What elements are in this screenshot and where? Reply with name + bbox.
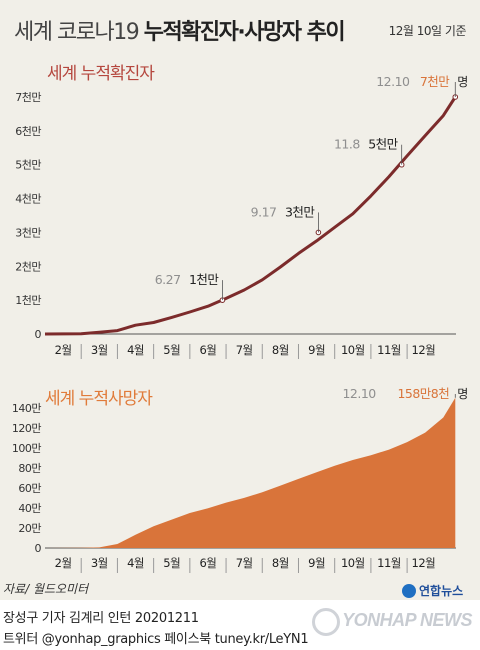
x-tick-label: 3월 bbox=[91, 343, 108, 357]
x-tick-label: 8월 bbox=[272, 343, 289, 357]
y-tick-label: 120만 bbox=[12, 422, 41, 435]
x-tick-label: 2월 bbox=[55, 343, 72, 357]
x-tick-label: 8월 bbox=[272, 556, 289, 570]
annotation-date: 11.8 bbox=[334, 137, 360, 152]
y-tick-label: 6천만 bbox=[15, 124, 41, 138]
x-tick-label: 6월 bbox=[199, 556, 216, 570]
credit-line-1: 장성구 기자 김계리 인턴 20201211 bbox=[3, 611, 199, 626]
annotation-value: 5천만 bbox=[368, 137, 398, 152]
y-tick-label: 100만 bbox=[12, 442, 41, 455]
chart-0: 세계 누적확진자 0 1천만 2천만 3천만 4천만 5천만 6천만 7천만 2월 3월 4월 5월 6월… bbox=[15, 64, 468, 359]
x-tick-label: 5월 bbox=[163, 556, 180, 570]
x-tick-label: 9월 bbox=[308, 556, 325, 570]
x-tick-label: 12월 bbox=[412, 556, 436, 570]
annotation-value: 158만8천 bbox=[397, 386, 449, 401]
y-tick-label: 140만 bbox=[12, 402, 41, 415]
annotation-date: 12.10 bbox=[342, 386, 376, 401]
x-tick-label: 4월 bbox=[127, 343, 144, 357]
y-tick-label: 1천만 bbox=[15, 293, 41, 307]
x-tick-label: 5월 bbox=[163, 343, 180, 357]
x-tick-label: 9월 bbox=[308, 343, 325, 357]
y-tick-label: 7천만 bbox=[15, 90, 41, 104]
x-tick-label: 11월 bbox=[377, 343, 401, 357]
title-prefix: 세계 코로나19 bbox=[14, 20, 140, 45]
deaths-area bbox=[45, 397, 456, 548]
x-tick-label: 12월 bbox=[412, 343, 436, 357]
yonhap-logo-text: 연합뉴스 bbox=[419, 584, 464, 598]
annotation-unit: 명 bbox=[457, 75, 468, 89]
y-tick-label: 80만 bbox=[18, 462, 41, 475]
annotation-value: 3천만 bbox=[285, 204, 315, 219]
charts-canvas: 세계 누적확진자 0 1천만 2천만 3천만 4천만 5천만 6천만 7천만 2월 3월 4월 5월 6월… bbox=[12, 64, 468, 573]
cases-line bbox=[44, 96, 457, 336]
x-tick-label: 2월 bbox=[55, 556, 72, 570]
title-main: 누적확진자·사망자 추이 bbox=[143, 20, 346, 45]
source-note: 자료/ 월드오미터 bbox=[3, 582, 89, 596]
x-tick-label: 10월 bbox=[341, 556, 365, 570]
footer: 장성구 기자 김계리 인턴 20201211 트위터 @yonhap_graph… bbox=[0, 600, 480, 650]
yonhap-globe-icon bbox=[402, 583, 416, 598]
x-tick-label: 3월 bbox=[91, 556, 108, 570]
y-tick-label: 2천만 bbox=[15, 259, 41, 273]
y-tick-label: 40만 bbox=[18, 502, 41, 515]
panel-title: 세계 누적확진자 bbox=[47, 64, 155, 84]
y-tick-label: 60만 bbox=[18, 482, 41, 495]
x-tick-label: 11월 bbox=[377, 556, 401, 570]
yonhap-logo-small: 연합뉴스 bbox=[402, 582, 463, 599]
annotation-value: 1천만 bbox=[189, 272, 219, 287]
chart-title: 세계 코로나19 누적확진자·사망자 추이 bbox=[14, 14, 346, 46]
y-tick-label: 4천만 bbox=[15, 192, 41, 206]
annotation-unit: 명 bbox=[457, 387, 468, 401]
x-tick-label: 7월 bbox=[236, 343, 253, 357]
annotation-date: 6.27 bbox=[155, 272, 181, 287]
y-tick-label: 3천만 bbox=[15, 225, 41, 239]
panel-title: 세계 누적사망자 bbox=[45, 389, 153, 409]
basis-date: 12월 10일 기준 bbox=[388, 24, 467, 38]
x-tick-label: 6월 bbox=[199, 343, 216, 357]
x-tick-label: 7월 bbox=[236, 556, 253, 570]
x-tick-label: 4월 bbox=[127, 556, 144, 570]
chart-1: 세계 누적사망자 0 20만 40만 60만 80만 100만 120만 140만 2월 3월 4월 5… bbox=[12, 386, 468, 573]
y-tick-label: 5천만 bbox=[15, 158, 41, 172]
annotation-date: 12.10 bbox=[376, 74, 410, 89]
y-tick-label: 20만 bbox=[18, 522, 41, 535]
annotation-date: 9.17 bbox=[251, 204, 277, 219]
yonhap-watermark-icon bbox=[312, 608, 340, 636]
credit-line-2: 트위터 @yonhap_graphics 페이스북 tuney.kr/LeYN1 bbox=[3, 632, 309, 647]
x-tick-label: 10월 bbox=[341, 343, 365, 357]
y-tick-label: 0 bbox=[35, 328, 42, 341]
annotation-value: 7천만 bbox=[420, 74, 450, 89]
y-tick-label: 0 bbox=[35, 542, 42, 555]
yonhap-watermark-text: YONHAP NEWS bbox=[342, 610, 472, 630]
